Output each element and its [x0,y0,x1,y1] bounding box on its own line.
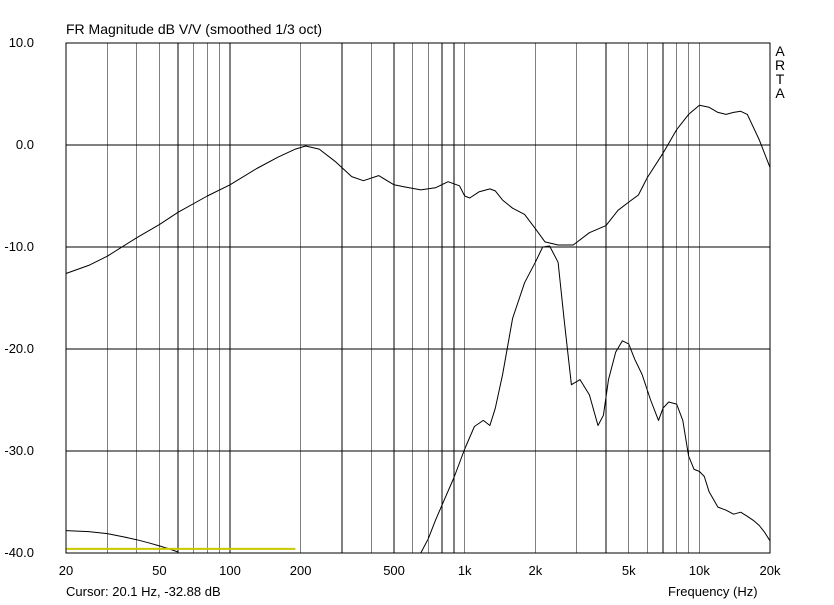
series-line-1 [65,104,771,274]
cursor-readout: Cursor: 20.1 Hz, -32.88 dB [66,584,221,599]
brand-letter: A [775,85,785,101]
y-tick-label: -20.0 [4,341,34,356]
x-tick-label: 20k [759,563,781,578]
x-tick-label: 500 [383,563,405,578]
x-tick-label: 20 [58,563,74,578]
brand-letter: A [775,43,785,59]
y-tick-label: -10.0 [4,239,34,254]
x-tick-label: 2k [528,563,543,578]
brand-letter: T [775,71,785,87]
y-tick-label: -40.0 [4,545,34,560]
brand-letter: R [774,57,786,73]
x-tick-label: 5k [621,563,636,578]
y-tick-label: 10.0 [8,35,34,50]
x-axis-label: Frequency (Hz) [668,584,758,599]
series-line-2 [420,245,771,554]
x-tick-label: 50 [152,563,167,578]
x-tick-label: 200 [289,563,312,578]
plot-frame [65,42,771,554]
series-layer [65,104,771,554]
y-tick-label: -30.0 [4,443,34,458]
x-tick-label: 1k [457,563,472,578]
y-tick-label: 0.0 [15,137,34,152]
x-tick-label: 100 [219,563,241,578]
grid [66,43,770,553]
chart-title: FR Magnitude dB V/V (smoothed 1/3 oct) [66,21,323,37]
arta-logo: A R T A [773,44,787,100]
x-tick-label: 10k [688,563,710,578]
